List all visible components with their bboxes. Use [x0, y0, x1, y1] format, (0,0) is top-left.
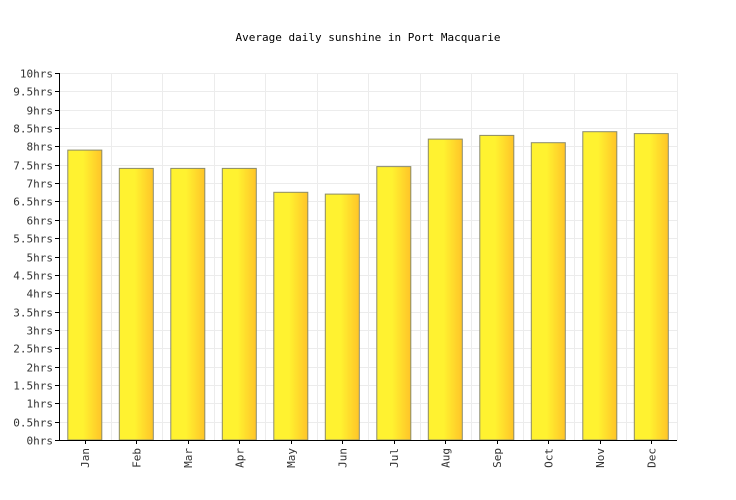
y-tick-label: 8hrs	[27, 141, 54, 154]
y-tick-label: 6hrs	[27, 215, 54, 228]
x-tick-label: Jun	[336, 448, 349, 468]
y-tick-label: 0.5hrs	[13, 417, 53, 430]
chart-title: Average daily sunshine in Port Macquarie	[236, 31, 501, 44]
bar-jul	[376, 166, 412, 441]
x-tick-label: Jan	[79, 448, 92, 468]
x-tick-label: Dec	[645, 448, 658, 468]
x-tick-label: Sep	[491, 448, 504, 468]
x-tick-label: Aug	[439, 448, 452, 468]
y-tick-label: 2.5hrs	[13, 343, 53, 356]
x-tick-label: Jul	[388, 448, 401, 468]
x-tick-label: Feb	[130, 448, 143, 468]
y-tick-label: 4hrs	[27, 288, 54, 301]
y-tick-label: 4.5hrs	[13, 270, 53, 283]
y-tick-label: 1hrs	[27, 398, 54, 411]
bar-nov	[582, 131, 618, 441]
y-tick-label: 8.5hrs	[13, 123, 53, 136]
y-tick-label: 9.5hrs	[13, 86, 53, 99]
x-tick-label: Nov	[594, 448, 607, 468]
bars	[67, 131, 669, 441]
y-tick-label: 3.5hrs	[13, 307, 53, 320]
y-tick-label: 10hrs	[20, 68, 53, 81]
y-tick-label: 9hrs	[27, 105, 54, 118]
y-tick-label: 0hrs	[27, 435, 54, 448]
y-tick-label: 7hrs	[27, 178, 54, 191]
x-tick-label: Mar	[182, 448, 195, 468]
bar-jun	[324, 193, 360, 441]
y-tick-label: 7.5hrs	[13, 160, 53, 173]
x-tick-label: Apr	[233, 448, 246, 468]
bar-sep	[479, 134, 515, 441]
bar-dec	[633, 133, 669, 441]
bar-jan	[67, 149, 103, 441]
x-tick-label: May	[285, 448, 298, 468]
y-tick-label: 3hrs	[27, 325, 54, 338]
x-tick-label: Oct	[542, 448, 555, 468]
bar-feb	[118, 167, 154, 441]
grid	[59, 73, 678, 440]
y-tick-label: 5hrs	[27, 252, 54, 265]
bar-oct	[530, 142, 566, 441]
y-tick-label: 6.5hrs	[13, 196, 53, 209]
y-tick-label: 1.5hrs	[13, 380, 53, 393]
bar-aug	[427, 138, 463, 441]
y-tick-label: 5.5hrs	[13, 233, 53, 246]
bar-apr	[221, 167, 257, 441]
y-tick-labels: 0hrs 0.5hrs 1hrs 1.5hrs 2hrs 2.5hrs 3hrs 3.5hrs…	[13, 68, 53, 448]
x-tick-labels: Jan Feb Mar Apr May Jun Jul Aug Sep Oct Nov Dec	[79, 448, 659, 468]
y-tick-label: 2hrs	[27, 362, 54, 375]
axes	[55, 73, 677, 444]
bar-may	[273, 191, 309, 441]
bar-mar	[170, 167, 206, 441]
